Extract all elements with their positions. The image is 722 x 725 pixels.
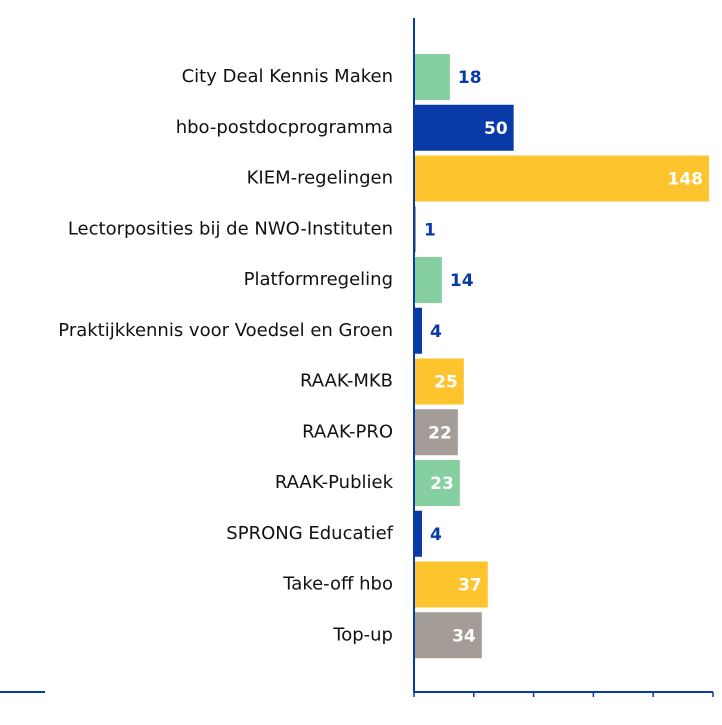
bar [414, 54, 450, 100]
value-label: 34 [452, 626, 476, 646]
category-label: City Deal Kennis Maken [182, 66, 393, 87]
category-label: RAAK-Publiek [275, 472, 394, 493]
bar [414, 104, 514, 151]
bar [414, 561, 488, 608]
value-label: 50 [484, 119, 508, 139]
value-label: 1 [424, 220, 436, 240]
bar [414, 307, 422, 354]
value-label: 14 [450, 271, 474, 291]
bar [414, 358, 464, 405]
x-tick-label: 60 [523, 723, 543, 725]
category-label: RAAK-PRO [302, 421, 393, 442]
x-tick-label: 30 [464, 723, 484, 725]
value-label: 22 [428, 423, 452, 443]
value-label: 18 [458, 68, 482, 88]
category-label: Lectorposities bij de NWO-Instituten [68, 218, 393, 239]
bar [414, 409, 458, 456]
category-label: Top-up [332, 624, 393, 645]
category-label: RAAK-MKB [300, 371, 393, 392]
value-label: 148 [668, 170, 704, 190]
x-tick-label: 0 [409, 723, 419, 725]
category-label: SPRONG Educatief [226, 523, 393, 544]
value-label: 4 [430, 525, 442, 545]
x-tick-label: 90 [583, 723, 603, 725]
category-label: Platformregeling [244, 269, 393, 290]
x-tick-label: 150 [698, 723, 722, 725]
bar [414, 460, 460, 506]
value-label: 4 [430, 322, 442, 342]
value-label: 37 [458, 576, 482, 596]
bar [414, 155, 710, 202]
bar [414, 510, 422, 557]
category-label: hbo-postdocprogramma [176, 117, 393, 138]
category-label: KIEM-regelingen [247, 168, 393, 189]
x-tick-label: 120 [638, 723, 669, 725]
value-label: 23 [430, 474, 454, 494]
bar [414, 612, 482, 659]
category-label: Take-off hbo [282, 574, 393, 595]
category-label: Praktijkkennis voor Voedsel en Groen [58, 320, 393, 341]
bar [414, 257, 442, 303]
value-label: 25 [434, 373, 458, 393]
